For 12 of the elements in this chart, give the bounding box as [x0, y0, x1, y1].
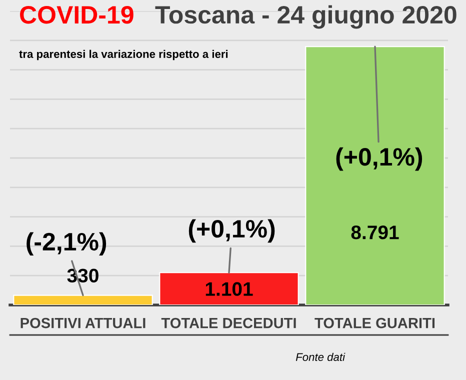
x-tick-label: TOTALE GUARITI	[314, 318, 435, 328]
x-tick-label: POSITIVI ATTUALI	[20, 318, 146, 328]
chart-title: COVID-19 Toscana - 24 giugno 2020	[20, 5, 456, 29]
data-label: 330	[67, 268, 98, 282]
data-label: 8.791	[351, 225, 399, 240]
source-note: Fonte dati	[296, 352, 346, 361]
annotation: (-2,1%)	[26, 232, 106, 256]
x-tick-label: TOTALE DECEDUTI	[161, 318, 296, 328]
annotation: (+0,1%)	[188, 219, 275, 243]
text: tra parentesi la variazione rispetto a ieri	[19, 50, 228, 60]
data-label: 1.101	[206, 282, 253, 296]
annotation: (+0,1%)	[336, 147, 422, 171]
